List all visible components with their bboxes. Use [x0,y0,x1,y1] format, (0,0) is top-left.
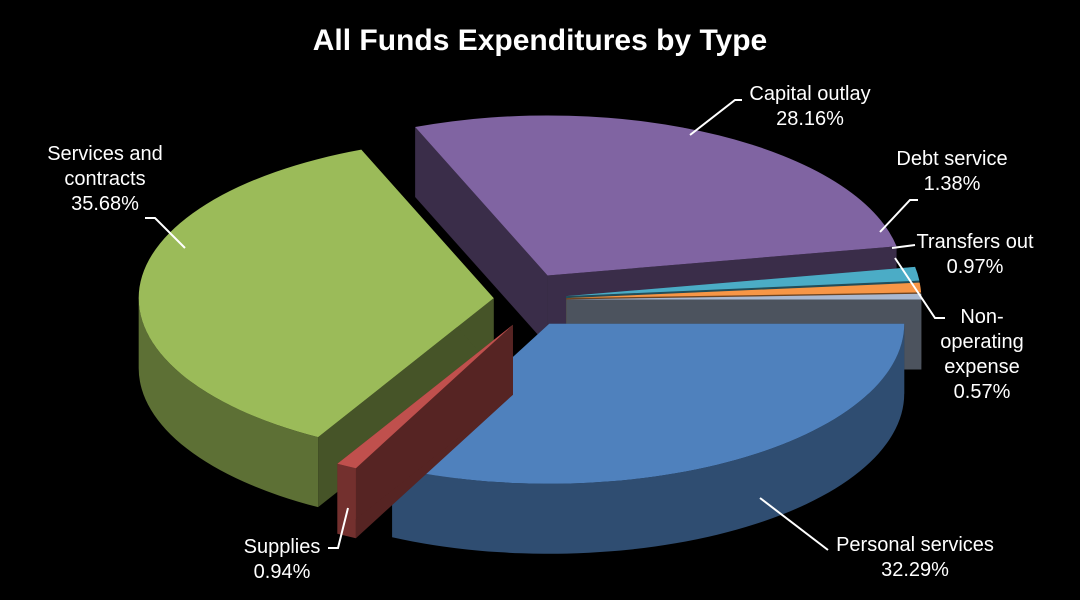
leader-line [759,497,829,551]
slice-side [337,324,513,534]
value-label: 28.16% [776,108,844,130]
value-label: 0.57% [953,381,1011,403]
slice [337,324,513,469]
category-label: Debt service [896,148,1008,170]
leader-line [879,199,918,233]
category-label: Non-operating expense [940,306,1024,378]
value-label: 1.38% [923,173,981,195]
value-label: 0.97% [946,256,1004,278]
slice [138,149,494,438]
chart-title: All Funds Expenditures by Type [312,24,768,57]
slice-label: Debt service 1.38% [872,147,1032,197]
category-label: Personal services [836,534,994,556]
slice [566,293,922,300]
category-label: Transfers out [916,231,1034,253]
leader-line [145,217,186,249]
leader-line [328,507,349,549]
leader-line [894,257,945,319]
slice-side [415,127,548,346]
category-label: Capital outlay [749,83,871,105]
category-label: Services and contracts [47,143,163,190]
leader-line [891,244,916,249]
slice-label: Capital outlay 28.16% [730,82,890,132]
slice [566,266,920,297]
value-label: 32.29% [881,559,949,581]
slice-wall [337,463,356,539]
slice-label: Supplies 0.94% [222,535,342,585]
value-label: 0.94% [253,561,311,583]
slice-wall [392,323,905,554]
slice-label: Personal services 32.29% [805,533,1025,583]
slice-label: Transfers out 0.97% [905,230,1045,280]
category-label: Supplies [243,536,321,558]
slices [138,115,922,554]
slice-label: Services and contracts 35.68% [30,142,180,217]
slice [392,323,905,484]
slice [566,282,922,299]
value-label: 35.68% [71,193,139,215]
slice-label: Non-operating expense 0.57% [935,305,1030,405]
slice-wall [138,298,319,508]
slice [415,115,897,276]
leader-line [689,99,742,136]
